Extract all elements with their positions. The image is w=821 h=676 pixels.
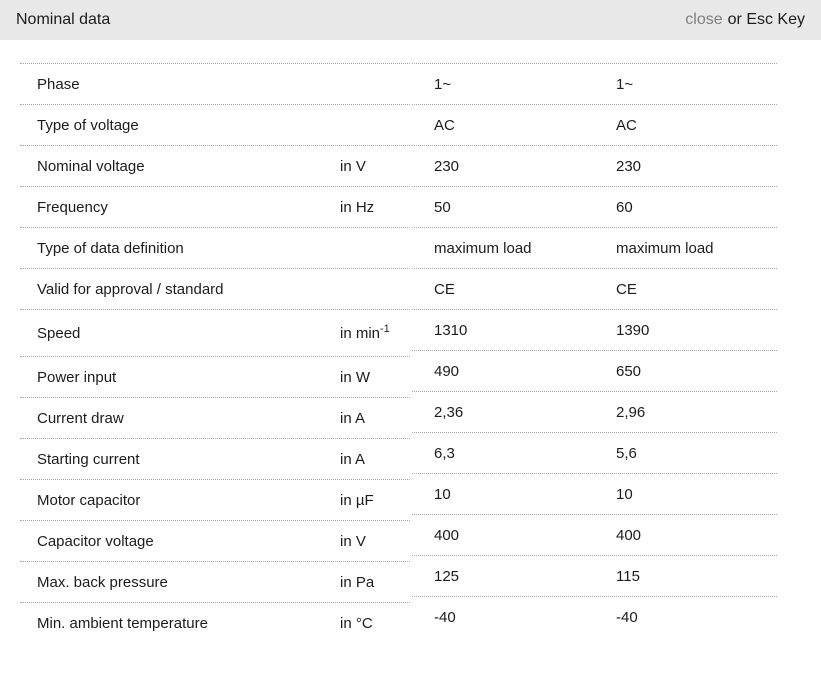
row-value-variant1: 10 xyxy=(434,485,451,503)
row-unit: in A xyxy=(340,451,410,468)
row-label: Max. back pressure xyxy=(37,573,168,591)
row-unit: in V xyxy=(340,533,410,550)
table-row-values: 10 10 xyxy=(412,474,777,515)
row-unit: in min-1 xyxy=(340,322,410,342)
row-unit: in V xyxy=(340,158,410,175)
row-value-variant1: 400 xyxy=(434,526,460,544)
row-value-variant1: CE xyxy=(434,280,455,298)
row-value-variant1: 125 xyxy=(434,567,460,585)
row-value-variant2: 5,6 xyxy=(616,444,637,462)
row-label: Phase xyxy=(37,75,80,93)
table-row-values: 50 60 xyxy=(412,187,777,228)
table-row: Type of data definition xyxy=(20,228,410,269)
table-row-values: 400 400 xyxy=(412,515,777,556)
table-row-values: 1310 1390 xyxy=(412,310,777,351)
esc-key-hint: or Esc Key xyxy=(727,11,805,28)
table-row-values: 230 230 xyxy=(412,146,777,187)
row-value-variant2: maximum load xyxy=(616,239,714,257)
row-value-variant2: 115 xyxy=(616,567,640,585)
row-value-variant2: 2,96 xyxy=(616,403,646,421)
row-unit: in W xyxy=(340,369,410,386)
table-row: Nominal voltage in V xyxy=(20,146,410,187)
row-unit-text: in V xyxy=(340,157,366,175)
table-row: Current draw in A xyxy=(20,398,410,439)
row-label: Nominal voltage xyxy=(37,157,145,175)
row-value-variant2: CE xyxy=(616,280,637,298)
row-label: Starting current xyxy=(37,450,140,468)
table-row-values: AC AC xyxy=(412,105,777,146)
row-label: Min. ambient temperature xyxy=(37,614,208,632)
table-row: Capacitor voltage in V xyxy=(20,521,410,562)
table-row: Power input in W xyxy=(20,357,410,398)
row-label: Motor capacitor xyxy=(37,491,141,509)
row-label: Frequency xyxy=(37,198,108,216)
table-row: Speed in min-1 xyxy=(20,310,410,357)
row-label: Speed xyxy=(37,324,81,342)
row-value-variant1: 1~ xyxy=(434,75,452,93)
row-value-variant2: -40 xyxy=(616,608,638,626)
table-row: Frequency in Hz xyxy=(20,187,410,228)
row-label: Capacitor voltage xyxy=(37,532,154,550)
row-unit: in °C xyxy=(340,615,410,632)
table-row-values: 2,36 2,96 xyxy=(412,392,777,433)
row-value-variant2: AC xyxy=(616,116,637,134)
close-button[interactable]: close xyxy=(685,11,723,28)
table-row-values: 490 650 xyxy=(412,351,777,392)
row-value-variant1: 2,36 xyxy=(434,403,464,421)
row-value-variant1: maximum load xyxy=(434,239,532,257)
row-unit-text: in °C xyxy=(340,614,373,632)
table-row-values: 1~ 1~ xyxy=(412,64,777,105)
row-label: Current draw xyxy=(37,409,124,427)
row-value-variant2: 1390 xyxy=(616,321,650,339)
row-unit-text: in A xyxy=(340,450,366,468)
table-row: Valid for approval / standard xyxy=(20,269,410,310)
row-unit: in Pa xyxy=(340,574,410,591)
dialog-header: Nominal data close or Esc Key xyxy=(0,0,821,40)
table-row-values: 6,3 5,6 xyxy=(412,433,777,474)
row-value-variant2: 60 xyxy=(616,198,633,216)
table-row-values: CE CE xyxy=(412,269,777,310)
row-unit: in Hz xyxy=(340,199,410,216)
table-row: Max. back pressure in Pa xyxy=(20,562,410,603)
row-value-variant1: -40 xyxy=(434,608,456,626)
table-row: Motor capacitor in µF xyxy=(20,480,410,521)
row-label: Type of data definition xyxy=(37,239,184,257)
row-label: Valid for approval / standard xyxy=(37,280,224,298)
row-value-variant1: 230 xyxy=(434,157,460,175)
table-row: Phase xyxy=(20,64,410,105)
values-table: 1~ 1~ AC AC 230 230 50 60 maximum load maximum lo… xyxy=(412,63,777,637)
row-unit-text: in A xyxy=(340,409,366,427)
table-row: Starting current in A xyxy=(20,439,410,480)
row-value-variant1: 6,3 xyxy=(434,444,455,462)
table-row-values: 125 115 xyxy=(412,556,777,597)
row-value-variant1: 490 xyxy=(434,362,460,380)
table-row: Min. ambient temperature in °C xyxy=(20,603,410,643)
row-value-variant2: 400 xyxy=(616,526,642,544)
row-value-variant2: 650 xyxy=(616,362,642,380)
row-unit: in A xyxy=(340,410,410,427)
row-value-variant1: AC xyxy=(434,116,455,134)
close-controls: close or Esc Key xyxy=(685,11,805,29)
row-value-variant2: 230 xyxy=(616,157,642,175)
row-unit-text: in µF xyxy=(340,491,374,509)
label-unit-table: Phase Type of voltage Nominal voltage in V F… xyxy=(20,63,410,643)
row-value-variant1: 1310 xyxy=(434,321,468,339)
row-unit-text: in W xyxy=(340,368,370,386)
dialog-title: Nominal data xyxy=(16,11,111,28)
row-value-variant2: 10 xyxy=(616,485,633,503)
row-value-variant1: 50 xyxy=(434,198,451,216)
row-unit-text: in V xyxy=(340,532,366,550)
table-row-values: -40 -40 xyxy=(412,597,777,637)
table-row-values: maximum load maximum load xyxy=(412,228,777,269)
row-label: Power input xyxy=(37,368,117,386)
row-unit-text: in Pa xyxy=(340,573,375,591)
row-label: Type of voltage xyxy=(37,116,139,134)
row-value-variant2: 1~ xyxy=(616,75,634,93)
row-unit: in µF xyxy=(340,492,410,509)
row-unit-text: in Hz xyxy=(340,198,375,216)
table-row: Type of voltage xyxy=(20,105,410,146)
row-unit-text: in min xyxy=(340,324,381,342)
row-unit-exponent: -1 xyxy=(380,322,390,335)
